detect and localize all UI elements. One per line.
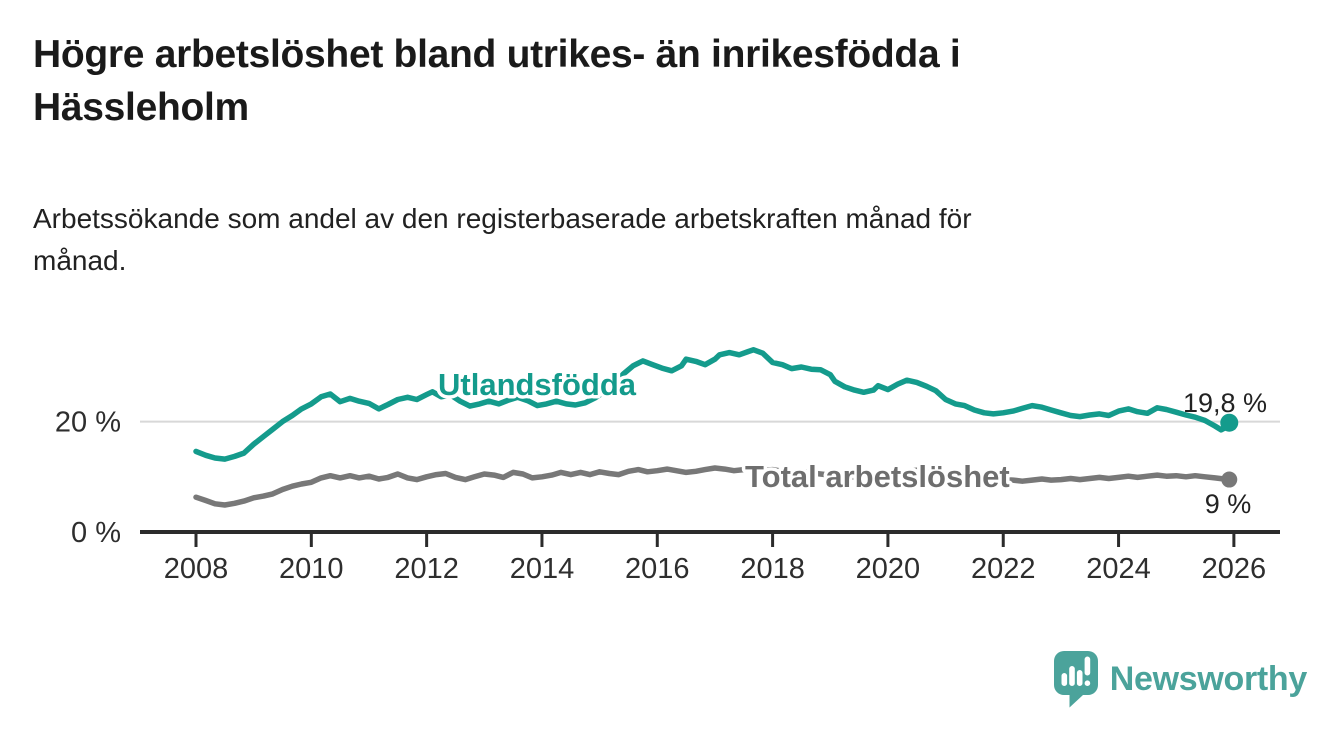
series-end-dot-total-arbetslöshet — [1221, 471, 1238, 488]
y-tick-label-0: 0 % — [71, 517, 121, 549]
newsworthy-logo-text: Newsworthy — [1109, 659, 1308, 698]
page-title-line1: Högre arbetslöshet bland utrikes- än inr… — [33, 33, 961, 76]
x-tick-label-2018: 2018 — [740, 553, 805, 585]
series-line-total-arbetslöshet — [193, 465, 1233, 508]
logo-bubble-shape — [1053, 651, 1098, 708]
page-title-line2: Hässleholm — [33, 86, 249, 130]
series-end-label-utlandsfödda: 19,8 % — [1183, 388, 1267, 418]
chart-subtitle-line1: Arbetssökande som andel av den registerb… — [33, 203, 972, 234]
x-tick-label-2016: 2016 — [625, 553, 690, 585]
series-end-dot-utlandsfödda — [1220, 413, 1239, 432]
x-tick-label-2026: 2026 — [1202, 553, 1267, 585]
x-tick-label-2008: 2008 — [164, 553, 229, 585]
logo-bar-3-icon — [1076, 670, 1083, 686]
chart-subtitle-line2: månad. — [33, 245, 127, 276]
page-title: Högre arbetslöshet bland utrikes- än inr… — [33, 28, 1293, 134]
logo-bar-2-icon — [1068, 666, 1075, 686]
series-label-utlandsfödda: Utlandsfödda — [438, 367, 637, 402]
series-end-label-total-arbetslöshet: 9 % — [1205, 489, 1252, 519]
newsworthy-logo: Newsworthy — [1053, 650, 1307, 708]
chart-subtitle: Arbetssökande som andel av den registerb… — [33, 198, 1293, 282]
logo-bar-1-icon — [1061, 673, 1067, 686]
series-label-total-arbetslöshet: Total arbetslöshet — [745, 459, 1010, 494]
logo-exclamation-dot-icon — [1084, 680, 1090, 686]
x-tick-label-2010: 2010 — [279, 553, 344, 585]
x-tick-label-2020: 2020 — [856, 553, 921, 585]
newsworthy-logo-mark — [1053, 651, 1098, 708]
x-tick-label-2012: 2012 — [394, 553, 459, 585]
x-tick-label-2014: 2014 — [510, 553, 575, 585]
y-tick-label-20: 20 % — [55, 407, 121, 439]
x-tick-label-2024: 2024 — [1086, 553, 1151, 585]
x-tick-label-2022: 2022 — [971, 553, 1036, 585]
series-line-utlandsfödda — [193, 347, 1233, 462]
logo-exclamation-bar-icon — [1084, 656, 1090, 676]
